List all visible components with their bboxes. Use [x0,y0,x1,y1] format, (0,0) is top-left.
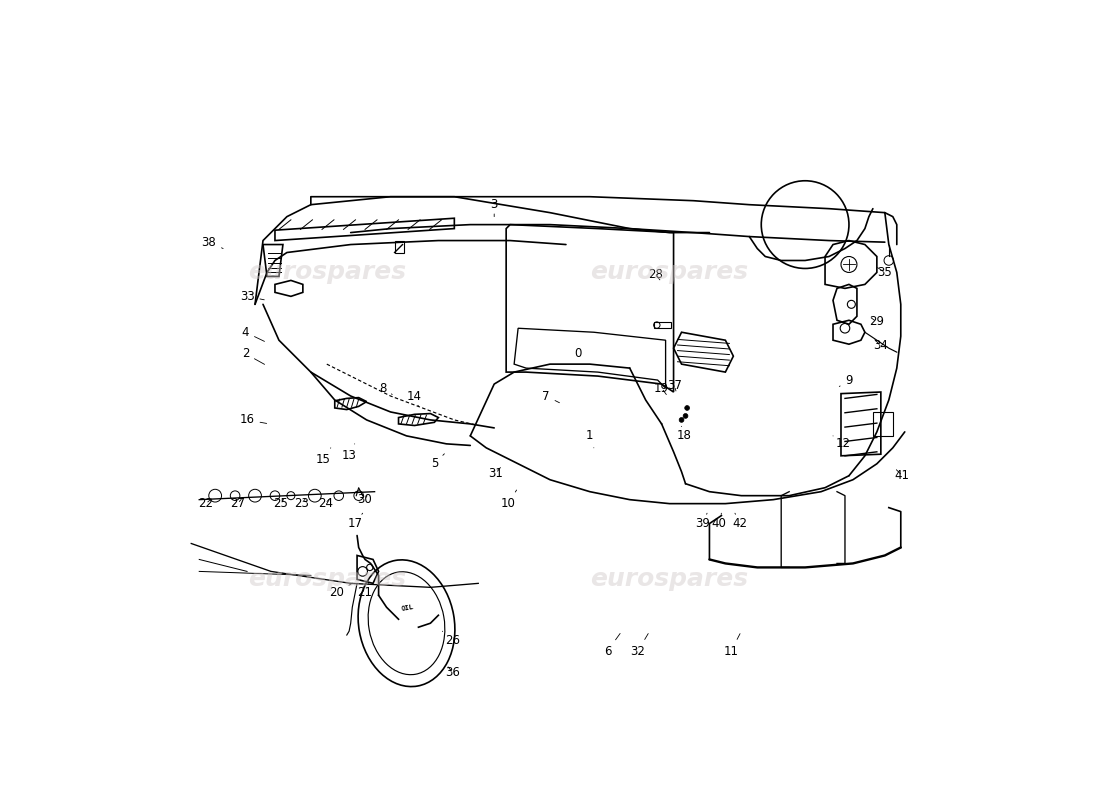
Text: 21: 21 [358,583,373,599]
Text: 9: 9 [839,374,853,386]
Text: 5: 5 [431,454,444,470]
Text: 41: 41 [895,470,910,482]
Text: 22: 22 [198,497,213,510]
Text: 8: 8 [378,382,393,394]
Circle shape [679,418,684,422]
Text: 3: 3 [491,198,498,217]
Text: 12: 12 [833,436,851,450]
Text: 38: 38 [201,236,223,249]
Text: 33: 33 [240,290,264,303]
Text: 2: 2 [242,347,265,364]
Text: 42: 42 [733,514,747,530]
Text: eurospares: eurospares [248,567,406,591]
Text: 11: 11 [724,634,740,658]
Text: OIL: OIL [400,604,415,612]
Text: 15: 15 [316,448,331,466]
Text: eurospares: eurospares [591,567,749,591]
Text: 10: 10 [500,490,517,510]
Text: 20: 20 [329,583,352,599]
Text: 25: 25 [273,497,288,510]
Text: 7: 7 [542,390,560,402]
Text: 1: 1 [585,430,594,448]
Text: 40: 40 [712,514,726,530]
Bar [873,412,893,436]
Text: 17: 17 [348,514,363,530]
Text: 37: 37 [667,379,682,392]
Text: 29: 29 [869,315,884,328]
Text: eurospares: eurospares [591,261,749,285]
Text: 26: 26 [442,631,460,647]
Text: 19: 19 [654,382,669,394]
Text: 0: 0 [574,347,582,360]
Text: 35: 35 [878,266,892,279]
Text: eurospares: eurospares [248,261,406,285]
Text: 4: 4 [242,326,264,342]
Text: 14: 14 [407,390,422,406]
Text: 32: 32 [630,634,648,658]
Text: 31: 31 [488,467,503,480]
Text: 18: 18 [676,426,692,442]
Bar [395,242,404,253]
Text: 30: 30 [358,493,373,506]
Text: 36: 36 [446,666,460,679]
Text: 13: 13 [342,444,356,462]
Text: 28: 28 [648,267,662,281]
Text: 27: 27 [230,497,245,510]
Circle shape [684,406,690,410]
Circle shape [683,414,688,418]
Text: 16: 16 [240,414,266,426]
Text: 39: 39 [695,514,711,530]
Text: 6: 6 [604,634,620,658]
Text: 23: 23 [294,497,309,510]
Text: 34: 34 [873,339,889,352]
Bar [653,322,671,328]
Text: 24: 24 [318,497,332,510]
